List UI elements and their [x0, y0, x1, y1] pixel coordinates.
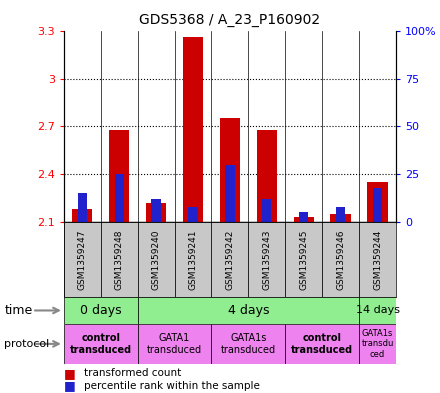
Text: GATA1s
transdu
ced: GATA1s transdu ced [361, 329, 394, 359]
Bar [257, 130, 277, 222]
Bar [138, 297, 359, 324]
Bar [225, 165, 235, 222]
Bar [138, 222, 175, 297]
Bar [336, 207, 345, 222]
Bar [64, 297, 138, 324]
Bar [114, 174, 124, 222]
Text: GSM1359243: GSM1359243 [262, 229, 271, 290]
Bar [359, 324, 396, 364]
Bar [212, 222, 248, 297]
Bar [373, 187, 382, 222]
Text: ■: ■ [64, 367, 80, 380]
Text: control
transduced: control transduced [70, 333, 132, 354]
Text: GSM1359245: GSM1359245 [299, 229, 308, 290]
Text: time: time [4, 304, 33, 317]
Text: percentile rank within the sample: percentile rank within the sample [84, 381, 260, 391]
Bar [212, 324, 285, 364]
Bar [151, 199, 161, 222]
Bar [248, 222, 285, 297]
Text: protocol: protocol [4, 339, 50, 349]
Bar [188, 207, 198, 222]
Text: 4 days: 4 days [227, 304, 269, 317]
Bar [330, 214, 351, 222]
Bar [285, 222, 322, 297]
Bar [77, 193, 87, 222]
Bar [64, 324, 138, 364]
Text: GSM1359248: GSM1359248 [115, 229, 124, 290]
Text: GATA1s
transduced: GATA1s transduced [221, 333, 276, 354]
Bar [367, 182, 388, 222]
Bar [293, 217, 314, 222]
Text: 14 days: 14 days [356, 305, 400, 316]
Text: GSM1359241: GSM1359241 [188, 229, 198, 290]
Bar [138, 324, 212, 364]
Text: GSM1359247: GSM1359247 [78, 229, 87, 290]
Bar [183, 37, 203, 222]
Text: 0 days: 0 days [80, 304, 121, 317]
Bar [359, 222, 396, 297]
Bar [72, 209, 92, 222]
Text: control
transduced: control transduced [291, 333, 353, 354]
Title: GDS5368 / A_23_P160902: GDS5368 / A_23_P160902 [139, 13, 320, 27]
Bar [109, 130, 129, 222]
Bar [220, 118, 240, 222]
Text: GSM1359240: GSM1359240 [151, 229, 161, 290]
Text: ■: ■ [64, 379, 80, 393]
Text: transformed count: transformed count [84, 368, 181, 378]
Bar [322, 222, 359, 297]
Text: GSM1359244: GSM1359244 [373, 229, 382, 290]
Bar [359, 297, 396, 324]
Bar [175, 222, 212, 297]
Bar [101, 222, 138, 297]
Bar [64, 222, 101, 297]
Text: GSM1359246: GSM1359246 [336, 229, 345, 290]
Bar [262, 199, 271, 222]
Text: GSM1359242: GSM1359242 [225, 229, 235, 290]
Text: GATA1
transduced: GATA1 transduced [147, 333, 202, 354]
Bar [299, 213, 308, 222]
Bar [285, 324, 359, 364]
Bar [146, 203, 166, 222]
